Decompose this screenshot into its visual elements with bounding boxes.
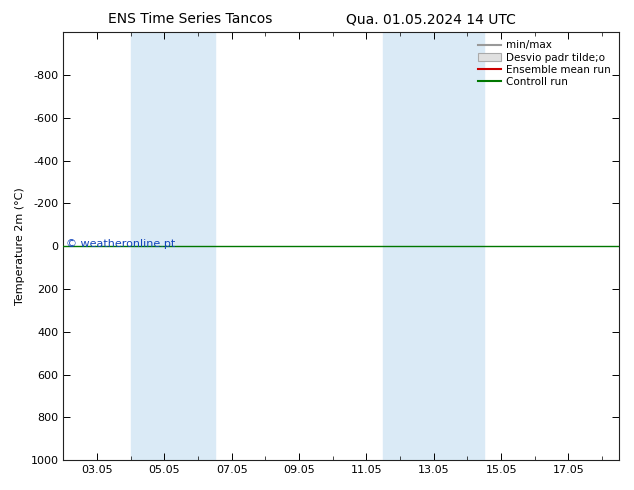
Text: Qua. 01.05.2024 14 UTC: Qua. 01.05.2024 14 UTC	[346, 12, 516, 26]
Text: ENS Time Series Tancos: ENS Time Series Tancos	[108, 12, 273, 26]
Y-axis label: Temperature 2m (°C): Temperature 2m (°C)	[15, 187, 25, 305]
Text: © weatheronline.pt: © weatheronline.pt	[66, 239, 176, 249]
Bar	[131, 32, 215, 460]
Legend: min/max, Desvio padr tilde;o, Ensemble mean run, Controll run: min/max, Desvio padr tilde;o, Ensemble m…	[475, 37, 614, 90]
Bar	[384, 32, 484, 460]
